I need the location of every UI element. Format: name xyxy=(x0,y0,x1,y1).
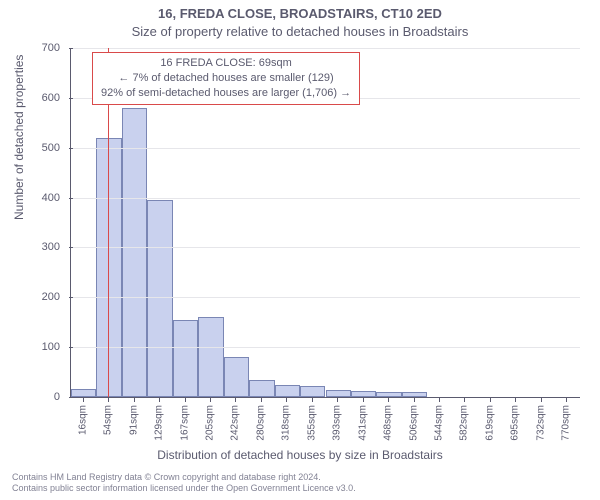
info-line-size: 16 FREDA CLOSE: 69sqm xyxy=(101,56,351,71)
histogram-bar xyxy=(326,390,351,397)
info-box: 16 FREDA CLOSE: 69sqm ← 7% of detached h… xyxy=(92,52,360,105)
x-tick-label: 355sqm xyxy=(306,405,317,441)
x-tick-mark xyxy=(541,398,542,402)
grid-line xyxy=(71,48,580,49)
grid-line xyxy=(71,297,580,298)
x-tick-mark xyxy=(439,398,440,402)
y-tick-label: 700 xyxy=(0,42,60,54)
grid-line xyxy=(71,198,580,199)
x-tick-label: 16sqm xyxy=(77,405,88,435)
x-tick-mark xyxy=(286,398,287,402)
chart-container: 16, FREDA CLOSE, BROADSTAIRS, CT10 2ED S… xyxy=(0,0,600,500)
y-tick-mark xyxy=(69,48,73,49)
x-tick-label: 242sqm xyxy=(230,405,241,441)
x-tick-label: 695sqm xyxy=(510,405,521,441)
y-tick-label: 500 xyxy=(0,142,60,154)
histogram-bar xyxy=(96,138,121,397)
y-tick-mark xyxy=(69,397,73,398)
x-axis-label: Distribution of detached houses by size … xyxy=(0,448,600,462)
grid-line xyxy=(71,148,580,149)
y-tick-label: 600 xyxy=(0,92,60,104)
x-tick-label: 318sqm xyxy=(281,405,292,441)
x-tick-mark xyxy=(414,398,415,402)
y-tick-label: 400 xyxy=(0,192,60,204)
x-tick-mark xyxy=(261,398,262,402)
x-tick-mark xyxy=(159,398,160,402)
chart-title-address: 16, FREDA CLOSE, BROADSTAIRS, CT10 2ED xyxy=(0,6,600,21)
x-tick-label: 54sqm xyxy=(103,405,114,435)
footer-line2: Contains public sector information licen… xyxy=(12,483,356,494)
x-tick-mark xyxy=(337,398,338,402)
x-tick-mark xyxy=(83,398,84,402)
x-tick-mark xyxy=(490,398,491,402)
x-tick-mark xyxy=(566,398,567,402)
x-tick-label: 582sqm xyxy=(459,405,470,441)
y-tick-mark xyxy=(69,297,73,298)
x-tick-label: 506sqm xyxy=(408,405,419,441)
x-tick-label: 619sqm xyxy=(484,405,495,441)
x-tick-label: 732sqm xyxy=(535,405,546,441)
histogram-bar xyxy=(376,392,401,397)
x-tick-mark xyxy=(185,398,186,402)
x-tick-label: 431sqm xyxy=(357,405,368,441)
x-tick-label: 468sqm xyxy=(383,405,394,441)
y-tick-label: 0 xyxy=(0,391,60,403)
x-tick-label: 544sqm xyxy=(434,405,445,441)
histogram-bar xyxy=(402,392,427,397)
x-tick-label: 205sqm xyxy=(204,405,215,441)
x-tick-mark xyxy=(363,398,364,402)
info-line-larger: 92% of semi-detached houses are larger (… xyxy=(101,86,351,101)
y-tick-mark xyxy=(69,247,73,248)
histogram-bar xyxy=(249,380,274,397)
histogram-bar xyxy=(173,320,198,397)
x-tick-label: 393sqm xyxy=(332,405,343,441)
chart-title-description: Size of property relative to detached ho… xyxy=(0,24,600,39)
x-tick-mark xyxy=(235,398,236,402)
y-tick-label: 100 xyxy=(0,341,60,353)
histogram-bar xyxy=(71,389,96,397)
y-tick-mark xyxy=(69,198,73,199)
histogram-bar xyxy=(122,108,147,397)
histogram-bar xyxy=(300,386,325,397)
x-tick-mark xyxy=(312,398,313,402)
y-tick-label: 300 xyxy=(0,241,60,253)
histogram-bar xyxy=(198,317,223,397)
x-tick-label: 91sqm xyxy=(128,405,139,435)
x-tick-mark xyxy=(388,398,389,402)
histogram-bar xyxy=(275,385,300,397)
footer-line1: Contains HM Land Registry data © Crown c… xyxy=(12,472,356,483)
histogram-bar xyxy=(224,357,249,397)
grid-line xyxy=(71,347,580,348)
y-tick-mark xyxy=(69,148,73,149)
x-tick-mark xyxy=(108,398,109,402)
x-tick-mark xyxy=(134,398,135,402)
x-tick-mark xyxy=(515,398,516,402)
histogram-bar xyxy=(147,200,172,397)
x-tick-label: 167sqm xyxy=(179,405,190,441)
info-line-smaller: ← 7% of detached houses are smaller (129… xyxy=(101,71,351,86)
x-tick-mark xyxy=(464,398,465,402)
y-tick-label: 200 xyxy=(0,291,60,303)
y-tick-mark xyxy=(69,347,73,348)
x-tick-mark xyxy=(210,398,211,402)
grid-line xyxy=(71,247,580,248)
x-tick-label: 129sqm xyxy=(154,405,165,441)
y-tick-mark xyxy=(69,98,73,99)
x-tick-label: 280sqm xyxy=(255,405,266,441)
histogram-bar xyxy=(351,391,376,397)
x-tick-label: 770sqm xyxy=(561,405,572,441)
footer-attribution: Contains HM Land Registry data © Crown c… xyxy=(12,472,356,495)
